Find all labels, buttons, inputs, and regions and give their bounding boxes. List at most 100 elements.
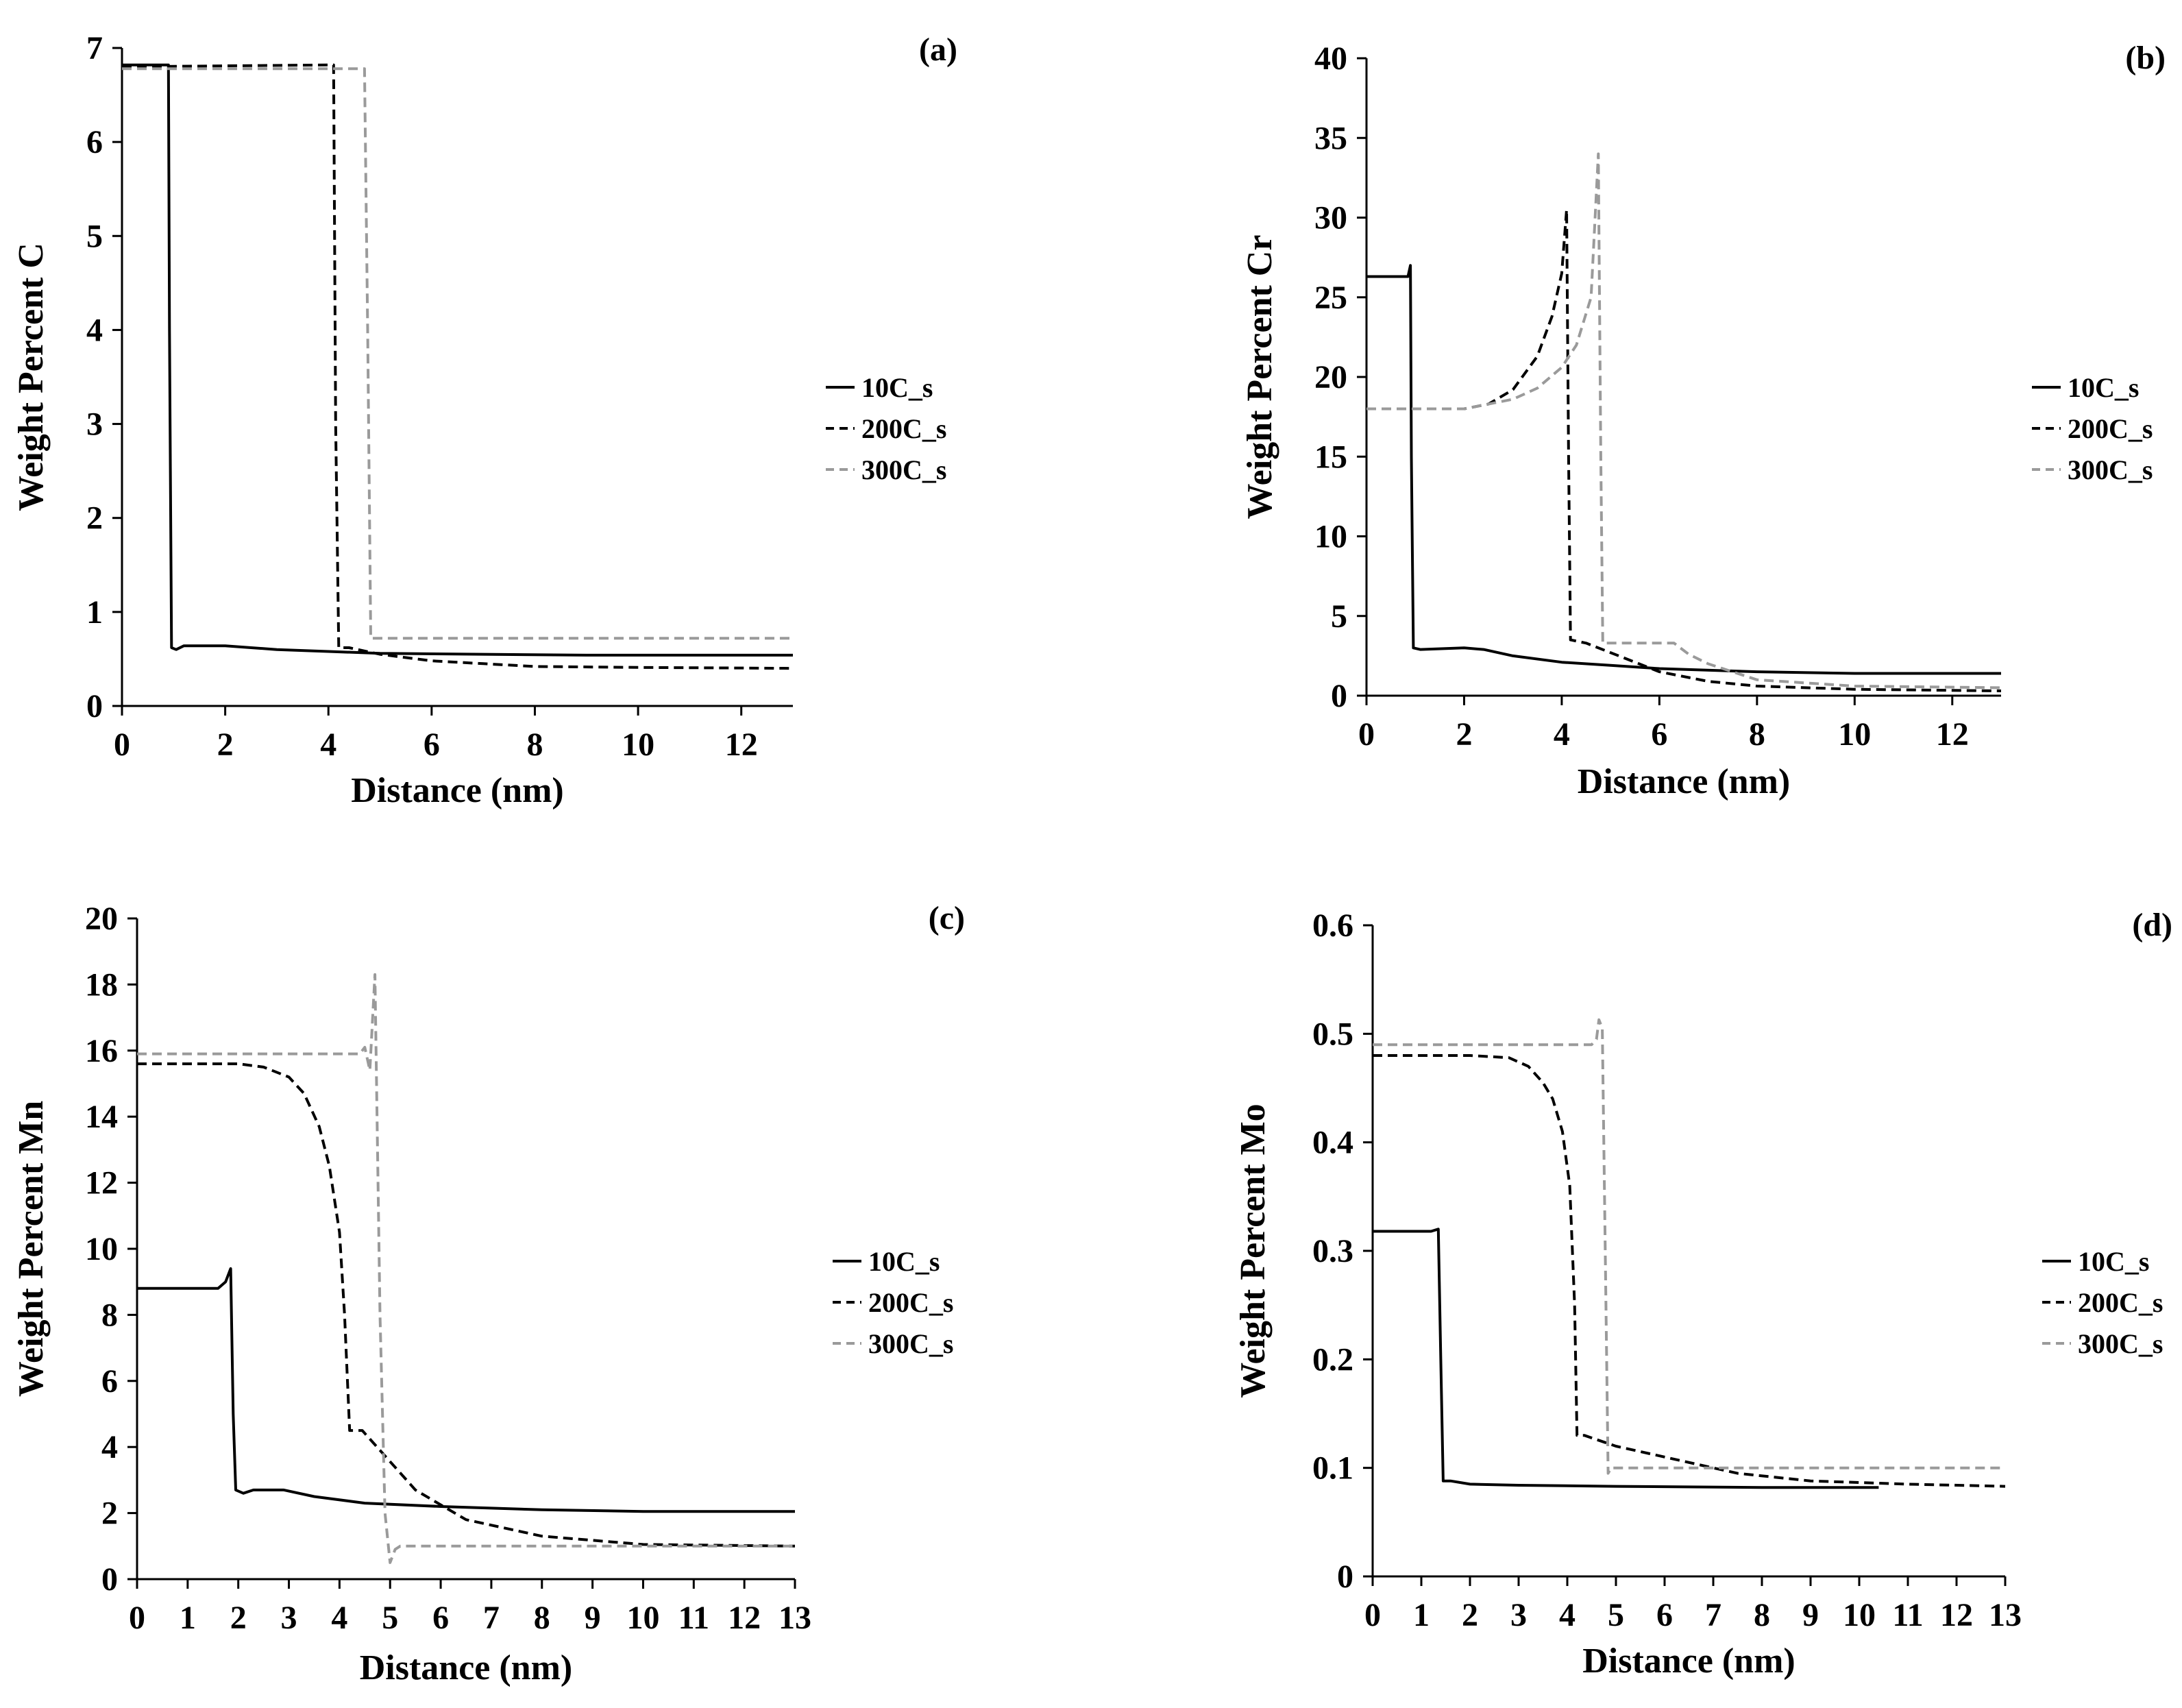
y-tick-label: 0.3 (1312, 1233, 1353, 1269)
legend-label: 200C_s (861, 413, 946, 444)
chart-panel-3: 00.10.20.30.40.50.60 1 2 3 4 5 6 7 8 9 10 11 12 13Dis… (1234, 907, 2172, 1681)
y-tick-label: 0 (1331, 678, 1347, 714)
y-tick-label: 30 (1314, 200, 1347, 236)
y-axis-title: Weight Percent Cr (1240, 235, 1279, 520)
x-tick-label: 7 (483, 1600, 500, 1636)
panel-label: (b) (2125, 40, 2166, 76)
x-axis-title: Distance (nm) (360, 1648, 573, 1687)
x-tick-label: 9 (585, 1600, 601, 1636)
legend-label: 10C_s (2068, 372, 2139, 403)
y-tick-label: 10 (1314, 519, 1347, 555)
legend-label: 10C_s (868, 1246, 940, 1277)
y-tick-label: 4 (86, 312, 103, 348)
panel-label: (d) (2132, 907, 2172, 943)
x-tick-label: 10 (626, 1600, 659, 1636)
y-tick-label: 10 (85, 1231, 118, 1267)
x-tick-label: 6 (1651, 716, 1667, 753)
y-tick-label: 35 (1314, 120, 1347, 156)
x-tick-label: 8 (534, 1600, 550, 1636)
x-tick-label: 3 (281, 1600, 297, 1636)
x-tick-label: 4 (1559, 1597, 1576, 1633)
x-tick-label: 0 (1358, 716, 1375, 753)
panel-label: (c) (929, 900, 965, 936)
series-line-200C_s (1373, 1054, 2006, 1488)
y-tick-label: 0.2 (1312, 1341, 1353, 1378)
y-axis-title: Weight Percent Mo (1234, 1103, 1273, 1398)
y-tick-label: 7 (86, 30, 103, 66)
legend-label: 200C_s (2078, 1287, 2163, 1318)
legend-label: 300C_s (868, 1328, 953, 1359)
x-tick-label: 8 (1749, 716, 1765, 753)
x-tick-label: 10 (1843, 1597, 1876, 1633)
x-tick-label: 0 (1364, 1597, 1381, 1633)
x-tick-label: 9 (1802, 1597, 1819, 1633)
x-tick-label: 12 (1940, 1597, 1973, 1633)
x-tick-label: 13 (1989, 1597, 2022, 1633)
y-tick-label: 0.1 (1312, 1450, 1353, 1487)
y-tick-label: 2 (101, 1496, 118, 1532)
x-tick-label: 12 (728, 1600, 761, 1636)
y-axis-title: Weight Percent Mn (12, 1101, 51, 1397)
y-axis-title: Weight Percent C (12, 243, 51, 511)
x-tick-label: 0 (129, 1600, 145, 1636)
y-tick-label: 1 (86, 594, 103, 631)
series-line-300C_s (137, 973, 795, 1564)
legend-label: 300C_s (2068, 454, 2153, 485)
y-tick-label: 2 (86, 500, 103, 537)
legend-label: 200C_s (868, 1287, 953, 1318)
y-tick-label: 25 (1314, 280, 1347, 316)
series-line-10C_s (1373, 1228, 1879, 1489)
y-tick-label: 16 (85, 1033, 118, 1069)
y-tick-label: 0 (1337, 1559, 1353, 1595)
x-tick-label: 1 (1413, 1597, 1430, 1633)
series-line-10C_s (1366, 264, 2001, 675)
y-tick-label: 6 (86, 124, 103, 160)
x-tick-label: 11 (1892, 1597, 1923, 1633)
x-tick-label: 3 (1510, 1597, 1527, 1633)
x-tick-label: 2 (230, 1600, 247, 1636)
y-tick-label: 0.6 (1312, 907, 1353, 944)
legend-label: 200C_s (2068, 413, 2153, 444)
x-tick-label: 4 (331, 1600, 347, 1636)
x-axis-title: Distance (nm) (351, 771, 564, 810)
x-tick-label: 10 (622, 727, 654, 763)
series-line-300C_s (1373, 1018, 2005, 1475)
y-tick-label: 15 (1314, 439, 1347, 475)
y-tick-label: 18 (85, 966, 118, 1003)
y-tick-label: 5 (86, 218, 103, 254)
legend-label: 300C_s (861, 454, 946, 485)
y-tick-label: 14 (85, 1099, 118, 1135)
legend-label: 300C_s (2078, 1328, 2163, 1359)
x-tick-label: 5 (1608, 1597, 1624, 1633)
x-tick-label: 4 (1554, 716, 1570, 753)
x-tick-label: 7 (1705, 1597, 1721, 1633)
series-line-10C_s (122, 63, 793, 657)
y-tick-label: 4 (101, 1429, 118, 1465)
y-tick-label: 12 (85, 1165, 118, 1201)
y-tick-label: 0 (86, 688, 103, 724)
x-tick-label: 8 (1754, 1597, 1770, 1633)
y-tick-label: 20 (85, 901, 118, 937)
x-tick-label: 1 (180, 1600, 196, 1636)
series-line-10C_s (137, 1267, 795, 1513)
x-tick-label: 2 (1456, 716, 1472, 753)
legend-label: 10C_s (2078, 1246, 2149, 1277)
panel-label: (a) (919, 32, 957, 68)
x-tick-label: 5 (382, 1600, 398, 1636)
y-tick-label: 0.5 (1312, 1016, 1353, 1052)
x-axis-title: Distance (nm) (1582, 1642, 1795, 1681)
y-tick-label: 0.4 (1312, 1125, 1353, 1161)
x-tick-label: 13 (779, 1600, 811, 1636)
x-tick-label: 6 (432, 1600, 449, 1636)
legend-label: 10C_s (861, 372, 933, 403)
series-line-200C_s (137, 1062, 796, 1548)
x-tick-label: 2 (1462, 1597, 1478, 1633)
y-tick-label: 40 (1314, 40, 1347, 77)
y-tick-label: 20 (1314, 359, 1347, 395)
series-line-200C_s (1366, 208, 2002, 692)
x-tick-label: 12 (1936, 716, 1969, 753)
series-line-300C_s (122, 67, 793, 640)
series-line-300C_s (1366, 152, 2002, 690)
